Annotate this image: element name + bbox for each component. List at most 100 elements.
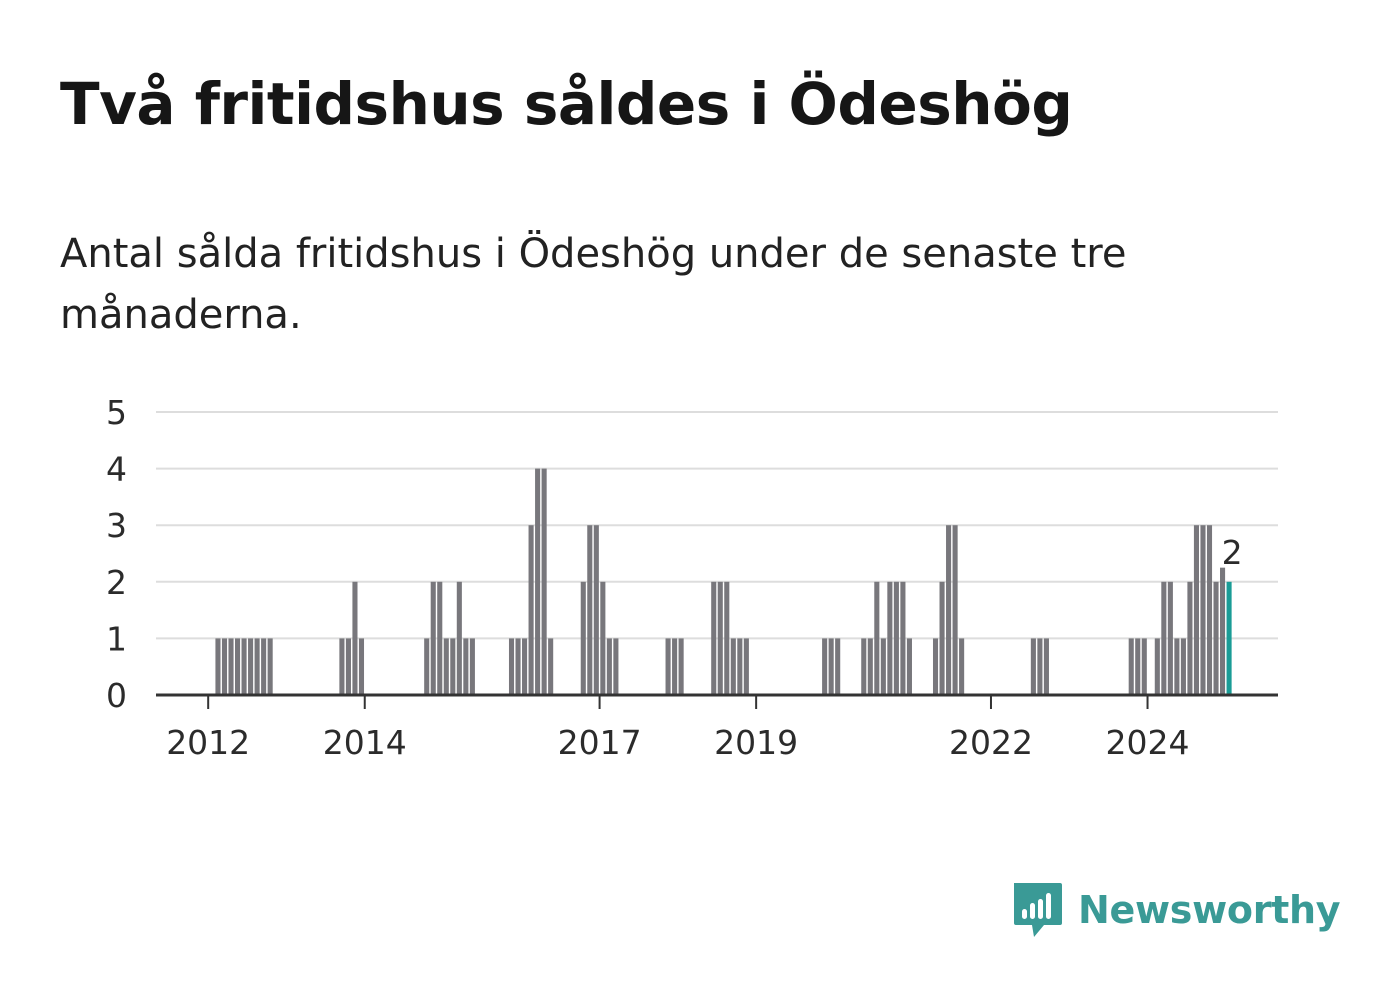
bar (234, 638, 241, 695)
gridlines (156, 411, 1278, 640)
bar (228, 638, 234, 695)
bar (946, 525, 952, 695)
bar (939, 581, 945, 695)
y-tick-label: 5 (106, 393, 127, 432)
x-tick-label: 2012 (166, 723, 250, 762)
bar (737, 638, 743, 695)
bar (822, 638, 828, 695)
bar (743, 638, 749, 695)
y-tick-label: 3 (106, 506, 127, 545)
bar (528, 525, 534, 695)
bar (606, 638, 612, 695)
bar (1213, 581, 1219, 695)
bar (430, 581, 436, 695)
bar (469, 638, 475, 695)
bar (1154, 638, 1160, 695)
bar (1193, 525, 1200, 695)
bar (959, 638, 965, 695)
bar (593, 525, 599, 695)
bar (508, 638, 515, 695)
bar (548, 638, 554, 695)
bar (1200, 525, 1206, 695)
bar (358, 638, 365, 695)
bar (535, 468, 541, 695)
bar (717, 581, 723, 695)
bar (887, 581, 893, 695)
bar (443, 638, 449, 695)
bar (541, 468, 547, 695)
bar (665, 638, 671, 695)
newsworthy-logo-icon (1014, 883, 1062, 937)
y-tick-label: 2 (106, 563, 127, 602)
bar (672, 638, 678, 695)
bars (215, 468, 1232, 695)
bar (587, 525, 593, 695)
bar (893, 581, 899, 695)
bar (730, 638, 736, 695)
y-axis-ticks: 0 1 2 3 4 5 (106, 393, 127, 715)
bar (515, 638, 521, 695)
bar (874, 581, 880, 695)
bar (1141, 638, 1147, 695)
bar (835, 638, 841, 695)
x-tick-label: 2014 (323, 723, 407, 762)
bar (248, 638, 254, 695)
bar (1187, 581, 1193, 695)
bar (261, 638, 267, 695)
bar (1037, 638, 1043, 695)
bar (352, 581, 358, 695)
bar (1167, 581, 1173, 695)
newsworthy-brand[interactable]: Newsworthy (1010, 878, 1341, 942)
bar (1043, 638, 1049, 695)
x-tick-label: 2017 (558, 723, 642, 762)
bar (861, 638, 867, 695)
bar (345, 638, 351, 695)
bar (1206, 525, 1213, 695)
bar (267, 638, 273, 695)
bar (906, 638, 912, 695)
y-tick-label: 1 (106, 619, 127, 658)
x-tick-label: 2024 (1106, 723, 1190, 762)
bar (1220, 567, 1226, 695)
bar (456, 581, 462, 695)
bar-value-label: 2 (1222, 533, 1243, 572)
bar (1174, 638, 1180, 695)
bar (450, 638, 456, 695)
bar (463, 638, 469, 695)
bar (600, 581, 606, 695)
bar (828, 638, 834, 695)
bar (437, 581, 443, 695)
bar (1135, 638, 1141, 695)
bar (221, 638, 228, 695)
bar (424, 638, 430, 695)
bar (1030, 638, 1036, 695)
bar-highlight (1226, 581, 1232, 695)
annotations: 2 (1219, 530, 1246, 575)
y-tick-label: 0 (106, 676, 127, 715)
bar (215, 638, 221, 695)
bar (900, 581, 906, 695)
bar (339, 638, 345, 695)
bar (711, 581, 717, 695)
chart-title: Två fritidshus såldes i Ödeshög (60, 70, 1073, 138)
bar (241, 638, 247, 695)
bar (880, 638, 886, 695)
bar (678, 638, 684, 695)
bar (867, 638, 873, 695)
bar (1180, 638, 1186, 695)
x-axis-ticks: 2012 2014 2017 2019 2022 2024 (166, 695, 1190, 762)
bar (1128, 638, 1134, 695)
bar (952, 525, 958, 695)
y-tick-label: 4 (106, 450, 127, 489)
x-tick-label: 2019 (714, 723, 798, 762)
bar (254, 638, 260, 695)
bar (613, 638, 619, 695)
bar (724, 581, 730, 695)
brand-name: Newsworthy (1078, 888, 1341, 932)
chart-subtitle: Antal sålda fritidshus i Ödeshög under d… (60, 231, 1127, 338)
bar (522, 638, 528, 695)
bar (932, 638, 939, 695)
bar (580, 581, 586, 695)
bar (1161, 581, 1167, 695)
